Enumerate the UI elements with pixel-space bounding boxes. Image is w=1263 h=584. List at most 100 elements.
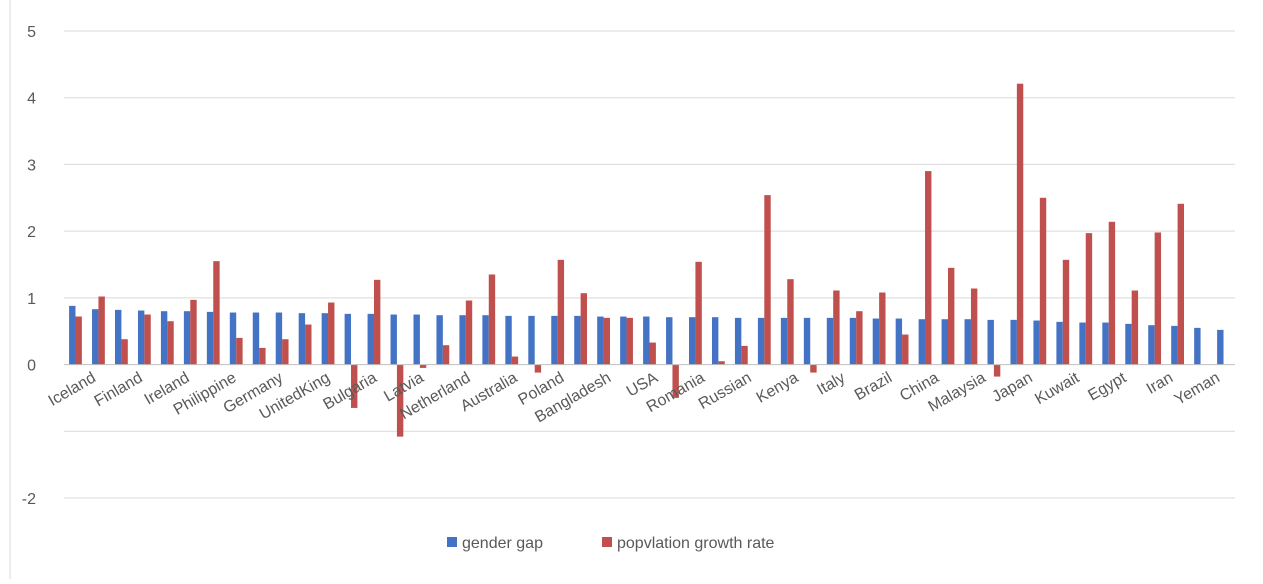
category-label: Russian: [696, 369, 755, 413]
bar-gender-gap: [872, 318, 880, 365]
bar-population-growth-rate: [1039, 197, 1047, 365]
bar-population-growth-rate: [764, 195, 771, 365]
bar-population-growth-rate: [993, 364, 1001, 377]
bar-population-growth-rate: [75, 316, 82, 365]
category-label: Finland: [92, 369, 146, 410]
y-tick-label: -2: [22, 491, 36, 508]
category-label: Kenya: [754, 369, 802, 406]
bar-population-growth-rate: [787, 279, 794, 365]
bar-population-growth-rate: [167, 321, 174, 365]
category-label: Iceland: [46, 369, 99, 410]
bar-gender-gap: [1217, 329, 1224, 365]
bar-population-growth-rate: [305, 324, 312, 365]
bar-gender-gap: [1171, 325, 1178, 365]
bar-gender-gap: [1079, 322, 1086, 365]
bar-gender-gap: [1056, 321, 1063, 365]
bar-gender-gap: [1125, 323, 1132, 365]
bar-population-growth-rate: [1154, 232, 1162, 365]
bar-population-growth-rate: [534, 364, 542, 373]
category-label: Egypt: [1085, 369, 1129, 404]
bar-population-growth-rate: [1108, 221, 1116, 365]
bar-gender-gap: [298, 313, 306, 365]
bar-population-growth-rate: [144, 314, 151, 365]
bar-gender-gap: [1010, 319, 1017, 365]
bar-population-growth-rate: [259, 347, 266, 365]
bar-gender-gap: [711, 317, 719, 365]
bar-population-growth-rate: [1062, 259, 1070, 365]
bar-population-growth-rate: [649, 342, 656, 365]
bar-population-growth-rate: [328, 302, 335, 365]
bar-gender-gap: [620, 316, 627, 365]
bar-gender-gap: [757, 317, 765, 365]
bar-gender-gap: [1033, 320, 1040, 365]
legend-swatch: [602, 537, 612, 547]
bar-population-growth-rate: [442, 345, 450, 365]
bar-gender-gap: [390, 314, 397, 365]
bar-gender-gap: [528, 315, 535, 365]
bar-gender-gap: [780, 317, 788, 365]
bar-gender-gap: [321, 313, 329, 365]
bar-population-growth-rate: [121, 339, 128, 365]
bar-population-growth-rate: [1131, 290, 1139, 365]
bar-population-growth-rate: [580, 293, 588, 365]
bar-population-growth-rate: [98, 296, 105, 365]
bar-gender-gap: [482, 315, 489, 365]
bar-gender-gap: [964, 319, 971, 365]
bar-gender-gap: [275, 312, 283, 365]
bar-gender-gap: [666, 317, 673, 365]
bar-gender-gap: [69, 305, 76, 365]
bar-gender-gap: [941, 319, 948, 365]
bar-gender-gap: [206, 311, 214, 365]
category-label: Yeman: [1172, 369, 1223, 408]
bar-population-growth-rate: [373, 279, 381, 365]
bar-population-growth-rate: [947, 267, 955, 365]
bar-gender-gap: [689, 317, 696, 365]
bar-population-growth-rate: [190, 299, 197, 365]
bar-population-growth-rate: [396, 364, 404, 437]
bar-gender-gap: [252, 312, 260, 365]
bar-gender-gap: [918, 319, 926, 365]
bar-population-growth-rate: [810, 364, 817, 373]
y-tick-label: 3: [27, 157, 36, 174]
bar-gender-gap: [597, 316, 604, 365]
bar-gender-gap: [803, 317, 811, 365]
bar-population-growth-rate: [833, 290, 840, 365]
bar-population-growth-rate: [557, 259, 565, 365]
bar-gender-gap: [895, 318, 903, 365]
bar-gender-gap: [92, 309, 99, 365]
bar-gender-gap: [734, 317, 742, 365]
gridlines: [64, 30, 1235, 499]
bar-gender-gap: [1194, 327, 1201, 365]
category-label: Italy: [814, 369, 848, 398]
bar-gender-gap: [367, 313, 374, 365]
bar-population-growth-rate: [925, 171, 932, 365]
legend-swatch: [447, 537, 457, 547]
bar-population-growth-rate: [603, 317, 610, 365]
category-label: Bulgaria: [320, 369, 379, 413]
bar-population-growth-rate: [672, 364, 679, 398]
bar-population-growth-rate: [465, 300, 473, 365]
bar-gender-gap: [574, 315, 581, 365]
bar-gender-gap: [987, 319, 994, 365]
bar-gender-gap: [115, 309, 122, 365]
bar-population-growth-rate: [282, 339, 289, 365]
category-label: Brazil: [852, 369, 895, 404]
bar-population-growth-rate: [236, 337, 243, 365]
bar-gender-gap: [826, 317, 834, 365]
bar-population-growth-rate: [902, 334, 909, 365]
y-tick-label: 2: [27, 224, 36, 241]
bar-gender-gap: [344, 313, 352, 365]
y-tick-label: 5: [27, 24, 36, 41]
bar-gender-gap: [183, 311, 191, 365]
bar-population-growth-rate: [1016, 83, 1024, 365]
bar-gender-gap: [505, 315, 512, 365]
y-axis-tick-labels: -2 0 1 2 3 4 5: [22, 24, 36, 508]
legend: gender gap popvlation growth rate: [447, 535, 775, 552]
bar-population-growth-rate: [626, 317, 633, 365]
bar-population-growth-rate: [718, 361, 725, 365]
y-tick-label: 4: [27, 91, 36, 108]
bar-population-growth-rate: [970, 288, 978, 365]
y-tick-label: 1: [27, 291, 36, 308]
bar-population-growth-rate: [879, 292, 886, 365]
